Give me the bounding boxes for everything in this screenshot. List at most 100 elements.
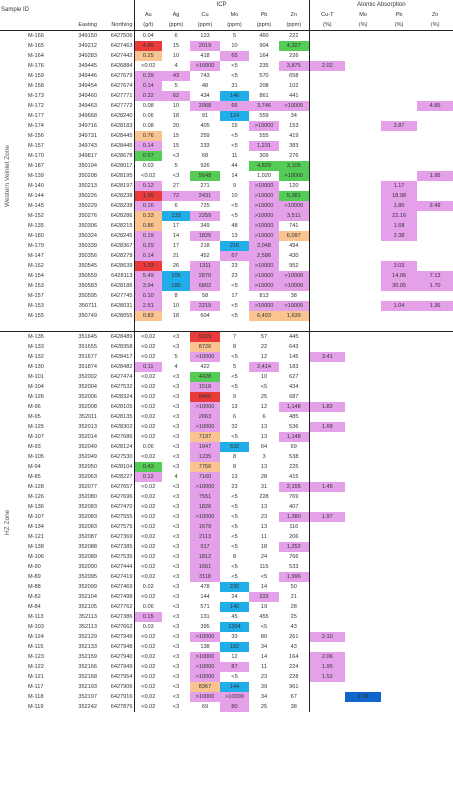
aa-cu-t-cell — [309, 141, 345, 151]
mo-cell: 67 — [220, 251, 249, 261]
ag-cell: <3 — [172, 444, 180, 450]
cu-cell: >10000 — [190, 512, 220, 522]
mo-cell: 8 — [232, 464, 237, 470]
pb-cell: 57 — [260, 334, 268, 340]
zn-cell: 116 — [279, 522, 310, 532]
cu-cell: >10000 — [190, 672, 220, 682]
zn-cell: 430 — [279, 251, 310, 261]
mo-cell: <5 — [231, 564, 238, 570]
table-row: M-122 352166 6427949 <0.02 <3 >10000 87 11 224 1.… — [0, 662, 453, 672]
easting-cell: 349817 — [78, 153, 97, 159]
cu-cell: 1826 — [190, 502, 220, 512]
aa-pb-cell — [381, 462, 417, 472]
zn-cell: 445 — [279, 331, 310, 342]
mo-cell: 32 — [231, 424, 238, 430]
mo-cell: 24 — [231, 594, 238, 600]
zn-cell: 434 — [279, 382, 310, 392]
aa-cu-t-cell — [309, 101, 345, 111]
sample-id-cell: M-119 — [28, 704, 44, 710]
cu-cell: 2068 — [190, 101, 220, 111]
cu-cell: 9460 — [190, 392, 220, 402]
aa-mo-cell — [345, 201, 381, 211]
cu-cell: >10000 — [190, 652, 220, 662]
zn-cell: 952 — [279, 261, 310, 271]
northing-cell: 6427442 — [98, 51, 135, 61]
ag-cell: <3 — [172, 524, 180, 530]
aa-pb-cell — [381, 71, 417, 81]
icp-zn-unit: (ppm) — [279, 20, 310, 31]
northing-cell: 6428113 — [98, 271, 135, 281]
northing-cell: 6427916 — [98, 692, 135, 702]
aa-mo-cell — [345, 342, 381, 352]
zn-cell: 3,875 — [279, 61, 310, 71]
ag-cell: 26 — [172, 263, 180, 269]
table-row: M-145 350229 6428238 0.16 6 725 <5 >10000 >10000… — [0, 201, 453, 211]
zn-cell: 153 — [279, 121, 310, 131]
aa-zn-cell — [417, 71, 453, 81]
aa-pb-cell: 30.05 — [381, 281, 418, 291]
aa-cu-t-cell: 1.52 — [309, 672, 346, 682]
icp-au-unit: (g/t) — [134, 20, 162, 31]
au-cell: 0.14 — [134, 81, 162, 91]
zn-cell: 741 — [279, 221, 310, 231]
cu-cell: 3118 — [190, 572, 220, 582]
cu-cell: 8367 — [190, 682, 220, 692]
mo-cell: 7 — [232, 334, 237, 340]
ag-cell: <3 — [172, 554, 180, 560]
northing-cell: 6427949 — [98, 662, 135, 672]
northing-cell: 6428324 — [98, 392, 135, 402]
cu-cell: >10000 — [190, 692, 220, 702]
aa-zn-cell — [417, 442, 453, 452]
mo-cell: <5 — [231, 534, 238, 540]
mo-cell: 532 — [220, 442, 249, 452]
au-cell: 0.16 — [134, 201, 162, 211]
sample-id-cell: M-93 — [28, 444, 41, 450]
pb-cell: >10000 — [249, 221, 279, 231]
aa-mo-cell — [345, 562, 381, 572]
table-row: M-147 350356 6428278 0.14 21 452 67 2,586 430 — [0, 251, 453, 261]
mo-cell: 65 — [220, 51, 249, 61]
aa-cu-t-cell — [309, 311, 345, 321]
mo-cell: 33 — [231, 634, 238, 640]
northing-cell: 6427385 — [98, 542, 135, 552]
aa-cu-t-cell — [309, 342, 345, 352]
table-row: M-166 349150 6427506 0.04 6 123 5 460 222 — [0, 30, 453, 42]
mo-cell: <5 — [231, 384, 238, 390]
northing-cell: 6427419 — [98, 572, 135, 582]
sample-id-cell: M-130 — [28, 364, 44, 370]
cu-cell: 218 — [200, 243, 210, 249]
easting-cell: 352099 — [78, 584, 97, 590]
easting-cell: 352090 — [78, 564, 97, 570]
aa-mo-cell — [345, 251, 381, 261]
aa-cu-t-cell — [309, 442, 345, 452]
aa-zn-cell — [417, 181, 453, 191]
zn-cell: 538 — [279, 452, 310, 462]
aa-cu-t-cell — [309, 532, 345, 542]
aa-zn-cell — [417, 211, 453, 221]
zn-cell: 643 — [279, 342, 310, 352]
aa-mo-cell — [345, 261, 381, 271]
pb-cell: >10000 — [249, 281, 279, 291]
northing-cell: 6427940 — [98, 652, 135, 662]
pb-cell: 34 — [260, 694, 268, 700]
pb-cell: >10000 — [249, 181, 279, 191]
aa-zn-cell — [417, 632, 453, 642]
aa-pb-cell — [381, 402, 417, 412]
aa-pb-cell — [381, 31, 417, 42]
aa-zn-cell — [417, 291, 453, 301]
ag-cell: 185 — [162, 281, 190, 291]
sample-id-cell: M-159 — [28, 73, 44, 79]
icp-ag-header: Ag — [172, 12, 180, 18]
aa-zn-cell — [417, 502, 453, 512]
au-cell: 0.12 — [134, 181, 162, 191]
aa-mo-cell — [345, 51, 381, 61]
aa-zn-cell — [417, 672, 453, 682]
aa-mo-cell — [345, 121, 381, 131]
ag-cell: 62 — [162, 91, 190, 101]
northing-cell: 6427954 — [98, 672, 135, 682]
table-row: M-138 352088 6427385 <0.02 <3 917 <5 18 1,252 — [0, 542, 453, 552]
aa-cu-t-cell — [309, 41, 345, 51]
aa-zn-cell — [417, 562, 453, 572]
easting-cell: 352014 — [78, 434, 97, 440]
ag-cell: <3 — [172, 654, 180, 660]
